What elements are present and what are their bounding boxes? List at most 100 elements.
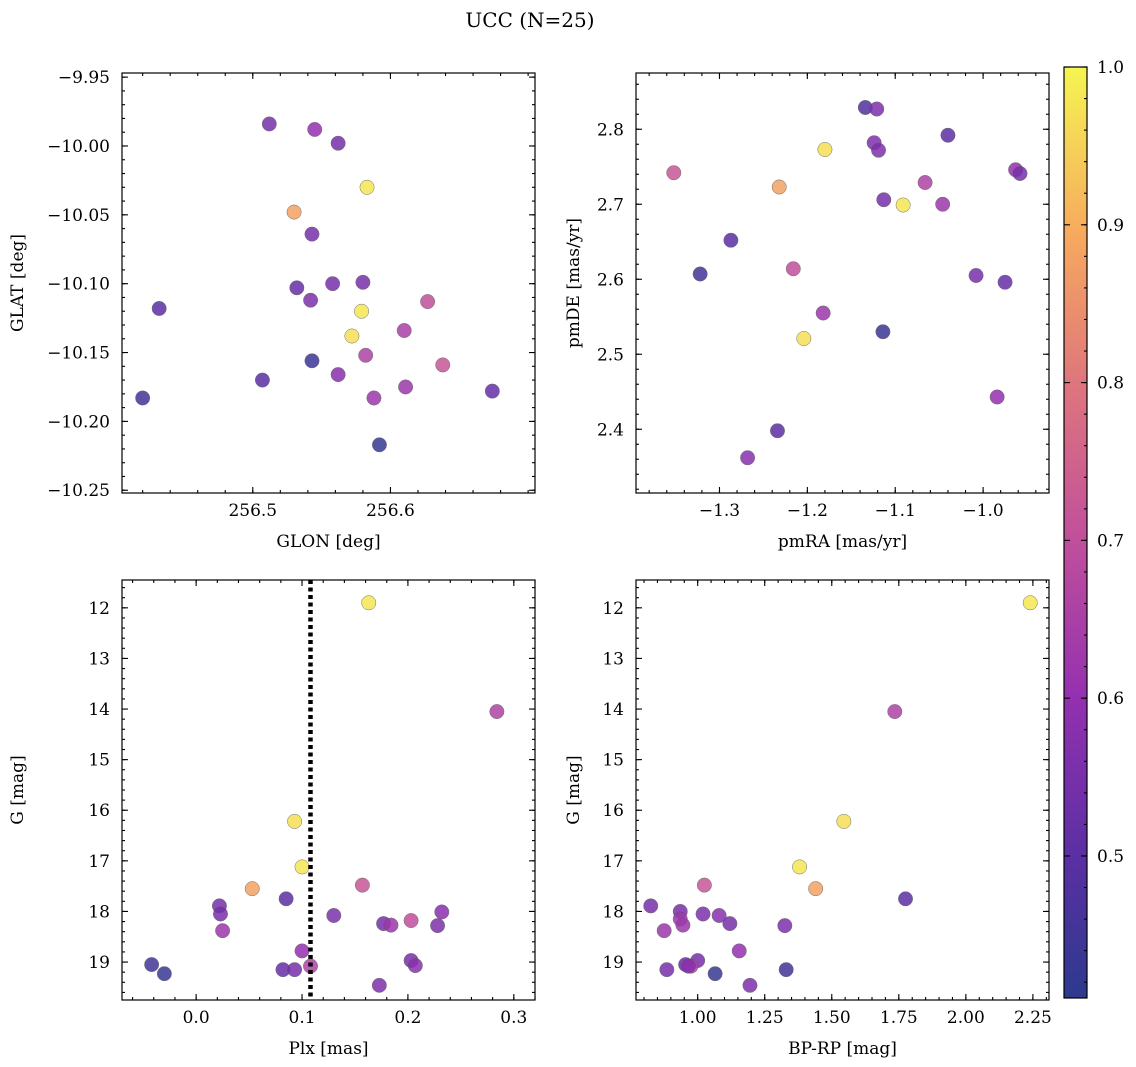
- y-tick-label: 13: [88, 649, 110, 669]
- scatter-point: [359, 179, 375, 195]
- scatter-point: [278, 891, 294, 907]
- y-tick-label: 16: [88, 801, 110, 821]
- scatter-point: [371, 977, 387, 993]
- colorbar-tick-label: 0.8: [1097, 374, 1124, 394]
- scatter-point: [836, 813, 852, 829]
- y-tick-label: 18: [602, 902, 624, 922]
- scatter-point: [692, 266, 708, 282]
- x-tick-label: 0.2: [394, 1008, 421, 1028]
- y-tick-label: 2.5: [597, 345, 624, 365]
- x-tick-label: 2.25: [1014, 1008, 1052, 1028]
- scatter-point: [151, 301, 167, 316]
- scatter-point: [785, 261, 801, 277]
- colorbar-tick-label: 0.9: [1097, 216, 1124, 236]
- y-tick-label: −10.20: [47, 412, 110, 432]
- scatter-point: [261, 116, 277, 132]
- plot-frame: [121, 72, 536, 494]
- scatter-point: [294, 943, 310, 959]
- scatter-point: [330, 367, 346, 383]
- x-tick-label: 1.25: [746, 1008, 784, 1028]
- y-tick-label: −10.15: [47, 344, 110, 364]
- scatter-point: [770, 423, 785, 439]
- scatter-point: [213, 906, 228, 922]
- scatter-point: [898, 891, 913, 907]
- scatter-point: [876, 192, 892, 208]
- panel-pmra-pmde: −1.3 −1.2 −1.1 −1.0 2.4 2.5 2.6 2.7 2.8 pmRA [mas…: [564, 72, 1050, 552]
- scatter-point: [895, 197, 911, 213]
- scatter-point: [792, 859, 808, 875]
- x-axis-label: GLON [deg]: [276, 532, 380, 552]
- scatter-point: [815, 305, 831, 321]
- scatter-point: [1012, 166, 1028, 181]
- scatter-point: [696, 877, 712, 893]
- scatter-point: [656, 923, 672, 939]
- scatter-point: [303, 292, 319, 308]
- y-tick-label: −9.95: [58, 68, 110, 88]
- scatter-point: [325, 276, 341, 292]
- figure-title: UCC (N=25): [465, 8, 594, 32]
- scatter-point: [817, 142, 833, 157]
- scatter-point: [435, 357, 451, 373]
- scatter-point: [484, 383, 500, 399]
- scatter-point: [371, 437, 387, 453]
- scatter-point: [304, 353, 320, 369]
- colorbar-gradient: [1063, 66, 1088, 999]
- scatter-point: [304, 226, 320, 242]
- colorbar-tick-label: 0.6: [1097, 689, 1124, 709]
- x-tick-label: 256.6: [366, 501, 415, 521]
- scatter-point: [917, 175, 933, 190]
- scatter-point: [731, 943, 747, 959]
- colorbar-tick-label: 0.5: [1097, 847, 1124, 867]
- scatter-point: [778, 962, 794, 978]
- scatter-point: [968, 268, 984, 283]
- scatter-point: [771, 179, 787, 195]
- x-tick-label: −1.3: [699, 501, 740, 521]
- scatter-point: [940, 127, 956, 143]
- y-axis-label: G [mag]: [564, 755, 584, 824]
- y-tick-label: 19: [602, 953, 624, 973]
- x-axis-label: Plx [mas]: [288, 1039, 368, 1059]
- scatter-point: [287, 962, 303, 978]
- scatter-point: [887, 704, 903, 720]
- y-tick-label: −10.25: [47, 481, 110, 501]
- plot-frame: [635, 579, 1050, 1001]
- scatter-point: [344, 328, 360, 344]
- scatter-point: [383, 917, 399, 933]
- scatter-point: [666, 165, 682, 181]
- x-tick-label: −1.0: [962, 501, 1003, 521]
- x-tick-label: −1.1: [875, 501, 916, 521]
- scatter-point: [354, 303, 369, 319]
- y-tick-label: 15: [602, 751, 624, 771]
- panel-bprp-g: 1.00 1.25 1.50 1.75 2.00 2.25 12 13 14 15 16 17 18 19…: [564, 579, 1052, 1059]
- scatter-point: [215, 923, 231, 939]
- y-tick-label: 17: [602, 852, 624, 872]
- scatter-point: [254, 372, 270, 388]
- x-tick-label: 0.1: [289, 1008, 316, 1028]
- x-tick-label: 1.00: [679, 1008, 717, 1028]
- scatter-point: [711, 908, 727, 923]
- y-tick-label: 19: [88, 953, 110, 973]
- scatter-point: [326, 908, 342, 923]
- scatter-point: [722, 916, 738, 932]
- y-tick-label: 2.6: [597, 270, 624, 290]
- scatter-point: [358, 347, 374, 363]
- scatter-point: [871, 142, 886, 158]
- plot-frame: [121, 579, 536, 1001]
- scatter-point: [434, 904, 450, 920]
- scatter-point: [796, 331, 812, 346]
- scatter-point: [330, 135, 346, 151]
- scatter-point: [740, 450, 756, 466]
- scatter-point: [144, 957, 160, 973]
- scatter-point: [407, 958, 423, 974]
- scatter-point: [156, 966, 172, 982]
- colorbar-tick-label: 0.7: [1097, 531, 1124, 551]
- scatter-point: [403, 913, 419, 929]
- y-tick-label: 2.7: [597, 195, 624, 215]
- colorbar-tick-label: 1.0: [1097, 58, 1124, 78]
- y-tick-label: 14: [88, 700, 110, 720]
- colorbar: 0.5 0.6 0.7 0.8 0.9 1.0: [1063, 58, 1124, 999]
- scatter-point: [294, 859, 310, 875]
- scatter-point: [695, 906, 711, 922]
- y-tick-label: 18: [88, 902, 110, 922]
- scatter-point: [742, 977, 758, 993]
